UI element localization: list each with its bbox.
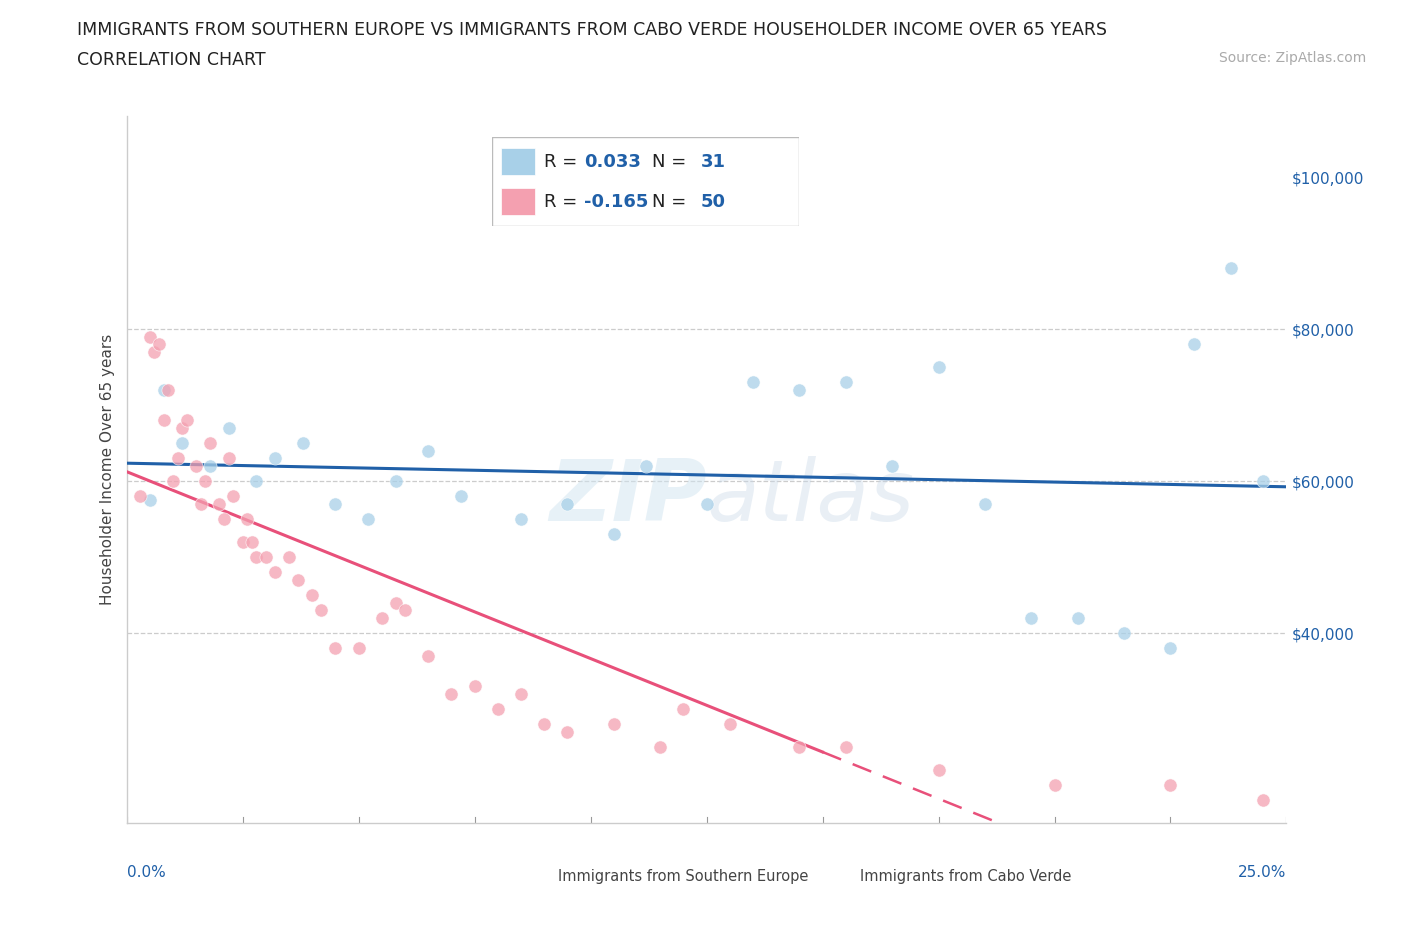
Point xyxy=(176,413,198,428)
Point xyxy=(301,588,323,603)
Text: 25.0%: 25.0% xyxy=(1239,866,1286,881)
Point xyxy=(1067,610,1090,625)
Point xyxy=(166,451,188,466)
Point xyxy=(418,444,440,458)
Point xyxy=(231,535,254,550)
Point xyxy=(509,686,531,701)
Point xyxy=(129,489,152,504)
Point xyxy=(835,739,858,754)
Text: 0.0%: 0.0% xyxy=(127,866,166,881)
Point xyxy=(254,550,277,565)
Point xyxy=(157,382,180,397)
Point xyxy=(787,382,810,397)
Point xyxy=(264,451,287,466)
Point xyxy=(287,572,309,587)
Point xyxy=(143,344,166,359)
Point xyxy=(138,329,162,344)
Point xyxy=(172,435,194,450)
Point xyxy=(172,420,194,435)
Point xyxy=(509,512,531,526)
Point xyxy=(880,458,904,473)
Point xyxy=(148,337,170,352)
Point xyxy=(222,489,245,504)
Point xyxy=(603,717,626,732)
Point xyxy=(1251,792,1274,807)
Point xyxy=(464,679,486,694)
Point xyxy=(190,497,212,512)
Point xyxy=(440,686,463,701)
Point xyxy=(264,565,287,579)
Text: Immigrants from Cabo Verde: Immigrants from Cabo Verde xyxy=(859,869,1071,883)
Point xyxy=(973,497,995,512)
Point xyxy=(1182,337,1205,352)
Point xyxy=(533,717,555,732)
Text: Source: ZipAtlas.com: Source: ZipAtlas.com xyxy=(1219,51,1367,65)
Text: IMMIGRANTS FROM SOUTHERN EUROPE VS IMMIGRANTS FROM CABO VERDE HOUSEHOLDER INCOME: IMMIGRANTS FROM SOUTHERN EUROPE VS IMMIG… xyxy=(77,21,1108,39)
Point xyxy=(245,473,267,488)
Point xyxy=(1021,610,1043,625)
Point xyxy=(218,451,240,466)
Point xyxy=(418,648,440,663)
Point xyxy=(194,473,217,488)
Point xyxy=(648,739,672,754)
Point xyxy=(198,458,221,473)
Point xyxy=(557,724,579,739)
Point xyxy=(787,739,810,754)
Point xyxy=(1219,260,1241,275)
Point xyxy=(384,595,406,610)
Point xyxy=(486,701,509,716)
Point xyxy=(1251,473,1274,488)
Point xyxy=(186,458,208,473)
Point xyxy=(371,610,394,625)
Point xyxy=(278,550,301,565)
Point xyxy=(236,512,259,526)
Point xyxy=(742,375,765,390)
Point xyxy=(384,473,406,488)
Point xyxy=(218,420,240,435)
Point xyxy=(1160,777,1182,792)
Point xyxy=(162,473,184,488)
Point xyxy=(928,763,950,777)
Point xyxy=(672,701,695,716)
Point xyxy=(323,497,347,512)
Point xyxy=(1043,777,1066,792)
Point xyxy=(138,493,162,508)
Point xyxy=(198,435,221,450)
Point xyxy=(450,489,472,504)
Point xyxy=(357,512,380,526)
Point xyxy=(323,641,347,656)
Point xyxy=(245,550,267,565)
Point xyxy=(208,497,231,512)
Point xyxy=(718,717,741,732)
Point xyxy=(240,535,263,550)
Point xyxy=(835,375,858,390)
Point xyxy=(311,603,333,618)
Point xyxy=(212,512,235,526)
Text: atlas: atlas xyxy=(707,457,914,539)
Point xyxy=(152,382,174,397)
Y-axis label: Householder Income Over 65 years: Householder Income Over 65 years xyxy=(100,334,115,605)
Text: ZIP: ZIP xyxy=(548,457,707,539)
Point xyxy=(291,435,314,450)
Point xyxy=(1160,641,1182,656)
Point xyxy=(557,497,579,512)
Point xyxy=(928,360,950,375)
Point xyxy=(394,603,416,618)
Point xyxy=(696,497,718,512)
Point xyxy=(347,641,370,656)
Point xyxy=(603,526,626,541)
Point xyxy=(636,458,658,473)
Point xyxy=(1114,626,1136,641)
Text: Immigrants from Southern Europe: Immigrants from Southern Europe xyxy=(558,869,808,883)
Point xyxy=(152,413,174,428)
Text: CORRELATION CHART: CORRELATION CHART xyxy=(77,51,266,69)
